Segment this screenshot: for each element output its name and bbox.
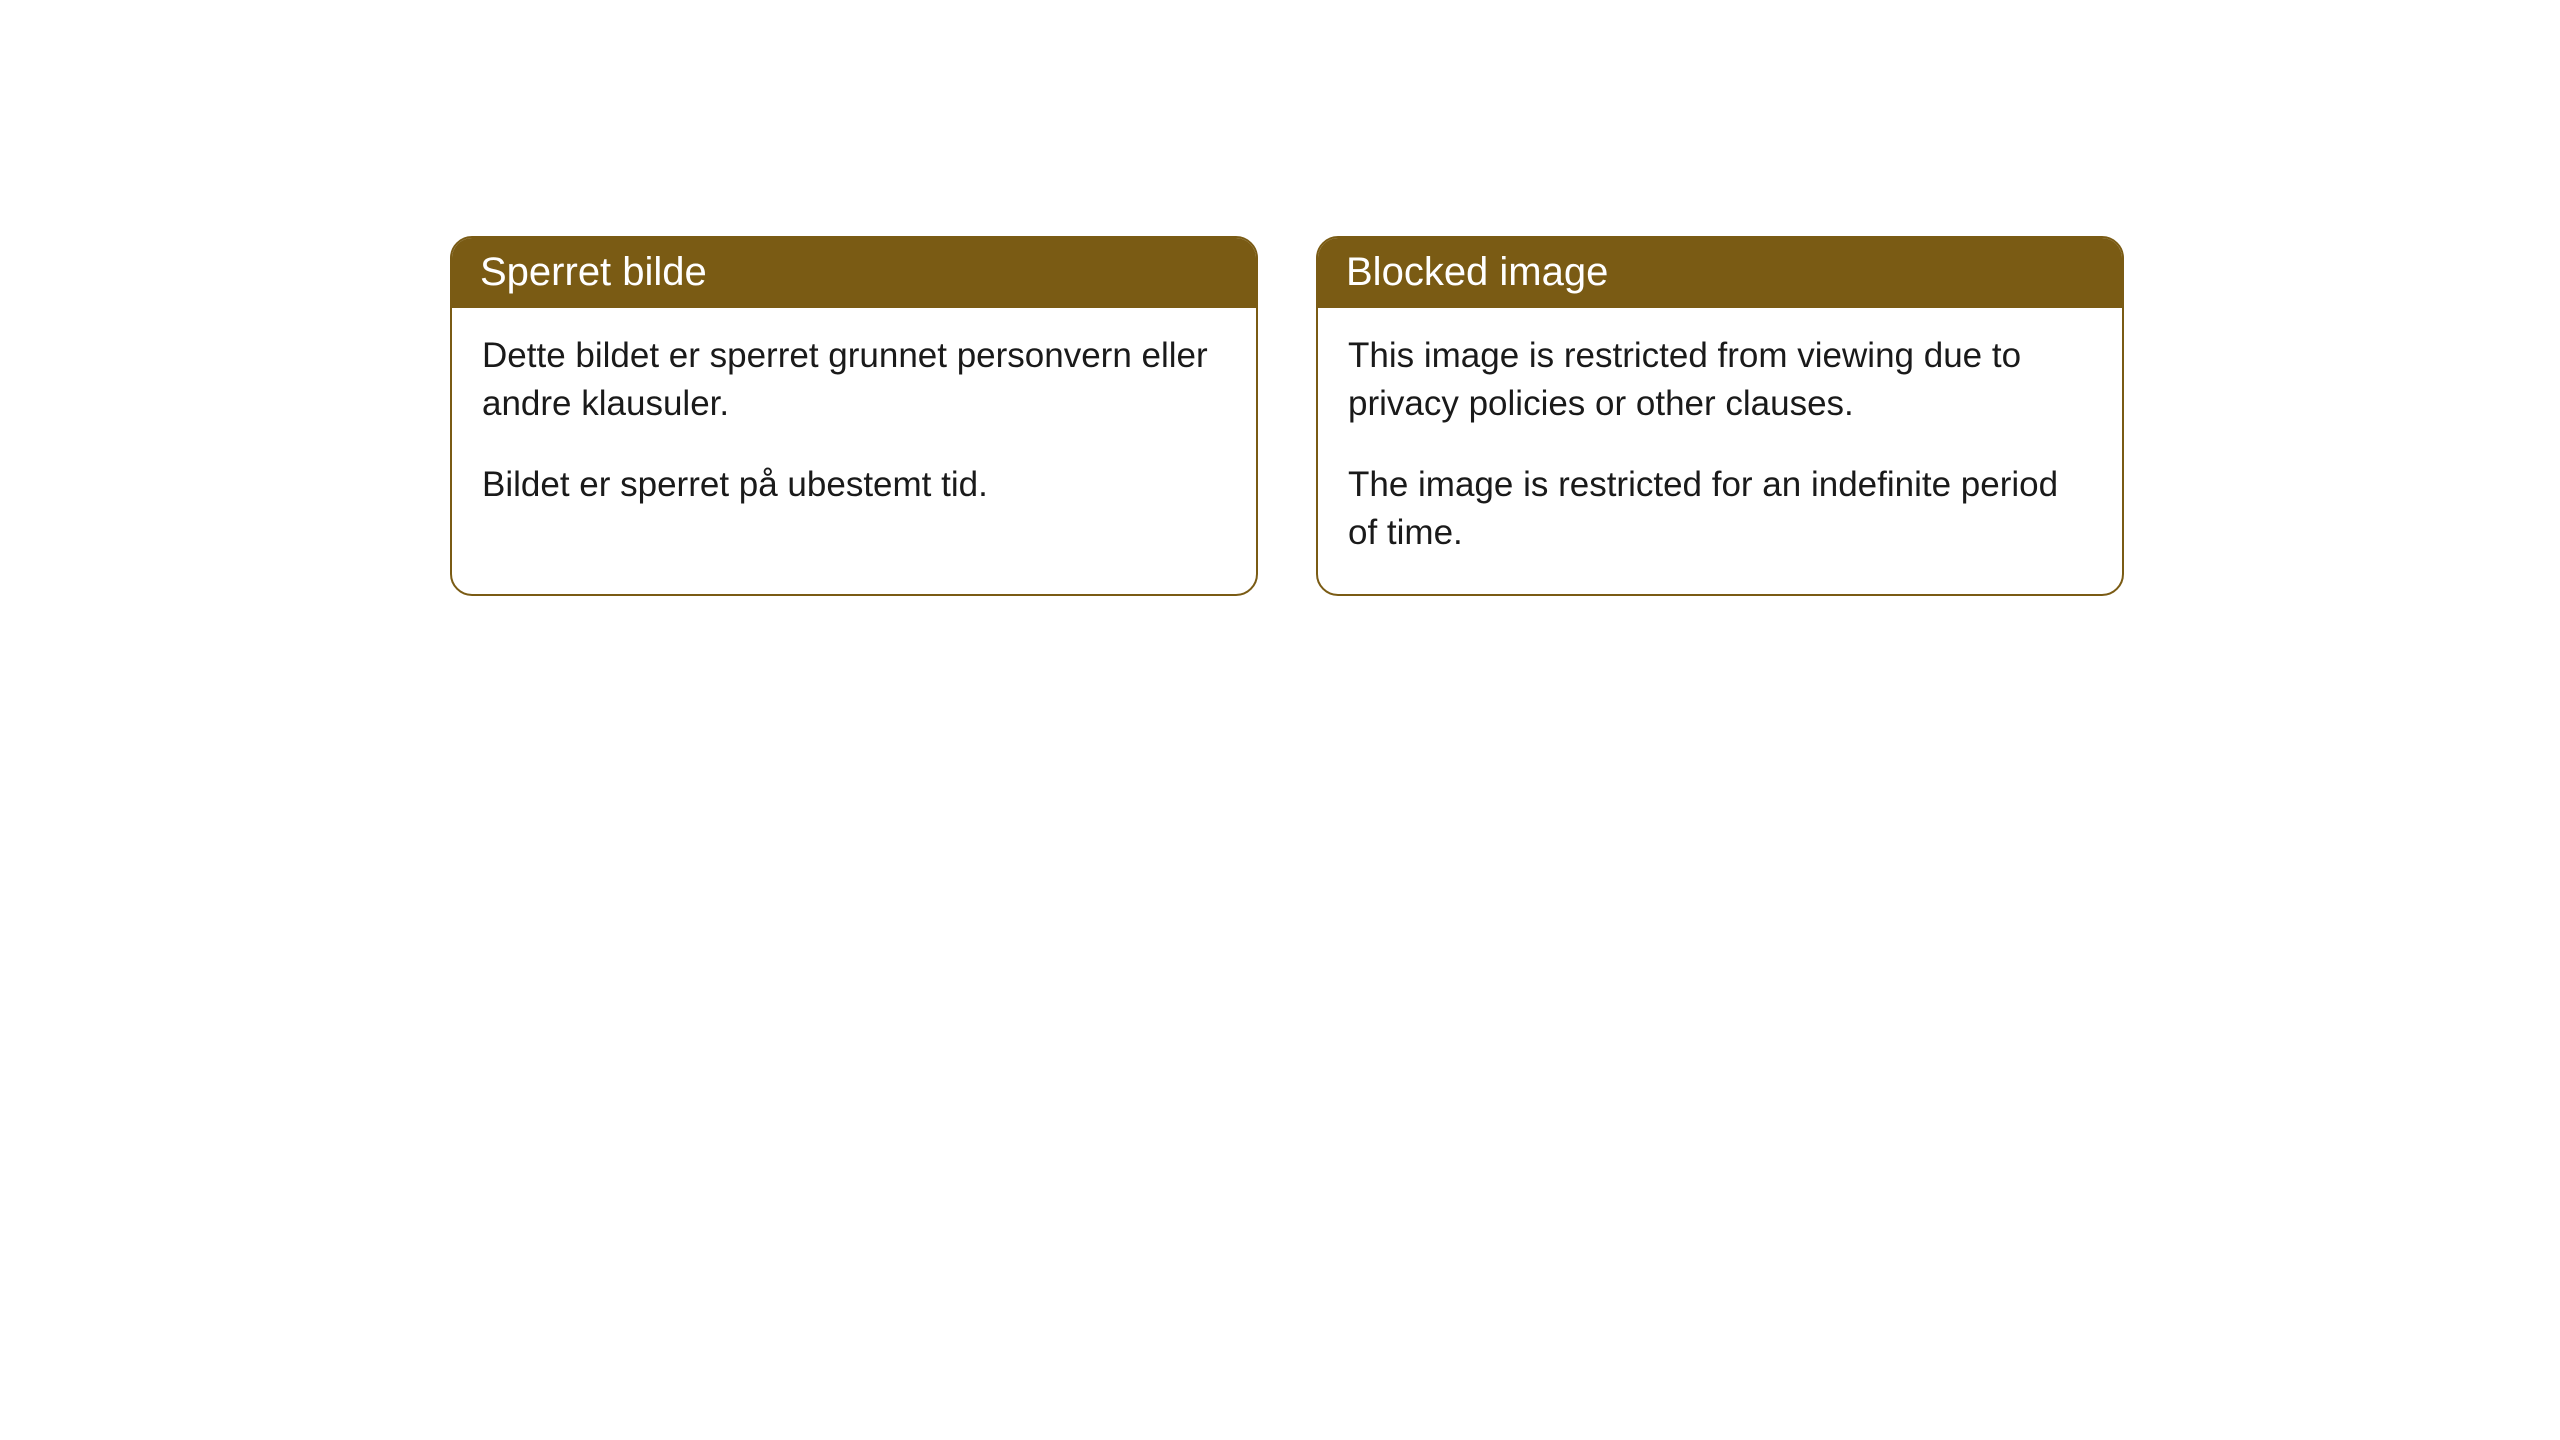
- card-english: Blocked image This image is restricted f…: [1316, 236, 2124, 596]
- card-paragraph-2-english: The image is restricted for an indefinit…: [1348, 461, 2092, 556]
- cards-container: Sperret bilde Dette bildet er sperret gr…: [450, 236, 2124, 596]
- card-norwegian: Sperret bilde Dette bildet er sperret gr…: [450, 236, 1258, 596]
- card-paragraph-1-norwegian: Dette bildet er sperret grunnet personve…: [482, 332, 1226, 427]
- card-header-norwegian: Sperret bilde: [452, 238, 1256, 308]
- card-body-english: This image is restricted from viewing du…: [1318, 308, 2122, 594]
- card-body-norwegian: Dette bildet er sperret grunnet personve…: [452, 308, 1256, 547]
- card-paragraph-1-english: This image is restricted from viewing du…: [1348, 332, 2092, 427]
- card-paragraph-2-norwegian: Bildet er sperret på ubestemt tid.: [482, 461, 1226, 509]
- card-header-english: Blocked image: [1318, 238, 2122, 308]
